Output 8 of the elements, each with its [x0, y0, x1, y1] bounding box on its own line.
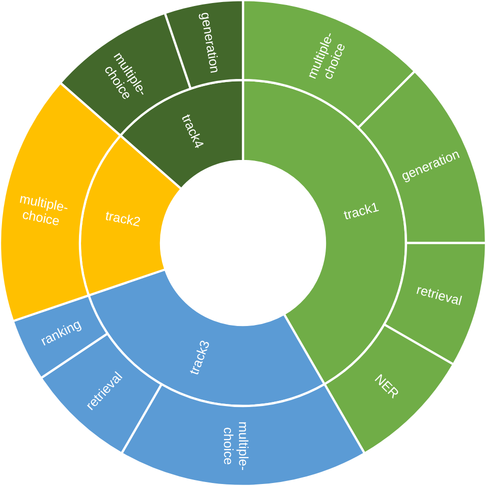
- slice-label: track3: [186, 338, 213, 377]
- slice-label: multiple-choice: [221, 421, 252, 471]
- slice-label: track2: [104, 208, 142, 230]
- slice-label: generation: [198, 11, 223, 74]
- slice-label: retrieval: [414, 282, 464, 308]
- slice-label: track4: [178, 112, 208, 150]
- slice-label: track1: [342, 199, 380, 223]
- slice-label: multiple-choice: [18, 190, 70, 229]
